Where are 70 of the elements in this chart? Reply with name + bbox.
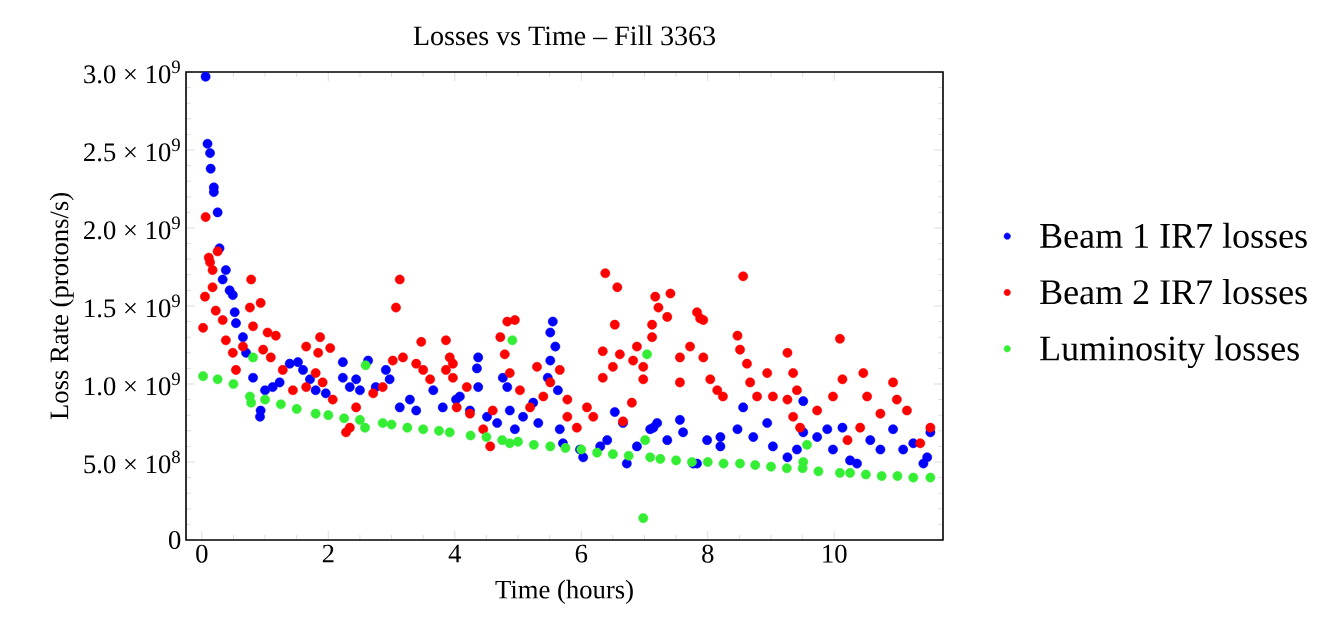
point bbox=[735, 458, 745, 469]
point bbox=[892, 471, 903, 481]
point bbox=[310, 408, 321, 419]
point bbox=[481, 432, 492, 442]
y-tick-label: 2.5 × 10$^{9}$ bbox=[84, 138, 180, 162]
point bbox=[671, 455, 681, 466]
point bbox=[645, 452, 656, 463]
point bbox=[702, 457, 713, 467]
x-tick-label: 8 bbox=[702, 544, 714, 563]
y-tick-label: 3.0 × 10$^{9}$ bbox=[84, 60, 180, 84]
x-tick-label: 0 bbox=[196, 544, 208, 563]
point bbox=[248, 352, 258, 363]
point bbox=[798, 457, 809, 467]
point bbox=[513, 436, 523, 447]
point bbox=[339, 413, 349, 424]
x-tick-label: 6 bbox=[575, 544, 588, 563]
y-tick-label: 2.0 × 10$^{9}$ bbox=[84, 216, 180, 240]
legend-label: Beam 1 IR7 losses bbox=[1040, 222, 1307, 249]
point bbox=[781, 463, 792, 474]
point bbox=[845, 468, 855, 478]
point bbox=[638, 513, 649, 524]
point bbox=[860, 469, 871, 480]
point bbox=[228, 379, 239, 389]
point bbox=[212, 374, 223, 385]
point bbox=[545, 441, 556, 452]
point bbox=[718, 458, 729, 469]
point bbox=[260, 394, 270, 405]
x-axis-title: Time (hours) bbox=[495, 579, 633, 605]
y-tick-label: 1.0 × 10$^{9}$ bbox=[85, 372, 180, 396]
y-tick-label: 5.0 × 10$^{8}$ bbox=[84, 450, 180, 474]
point bbox=[497, 435, 508, 446]
point bbox=[386, 419, 397, 430]
point bbox=[925, 472, 936, 483]
point bbox=[434, 425, 444, 436]
legend-label: Beam 2 IR7 losses bbox=[1040, 278, 1307, 305]
point bbox=[323, 410, 334, 421]
point bbox=[876, 471, 887, 481]
legend-label: Luminosity losses bbox=[1040, 335, 1299, 369]
point bbox=[418, 424, 429, 435]
point bbox=[528, 439, 539, 450]
point bbox=[246, 397, 257, 408]
point bbox=[813, 466, 824, 477]
point bbox=[377, 418, 388, 428]
point bbox=[402, 422, 413, 433]
point bbox=[507, 335, 518, 346]
point bbox=[444, 427, 455, 438]
x-tick-label: 10 bbox=[823, 544, 847, 563]
y-tick-label: 0 bbox=[168, 531, 181, 549]
y-tick-label: 1.5 × 10$^{9}$ bbox=[85, 294, 180, 318]
point bbox=[608, 449, 618, 460]
point bbox=[640, 435, 651, 446]
x-tick-label: 2 bbox=[322, 544, 334, 563]
point bbox=[750, 460, 761, 470]
point bbox=[291, 404, 302, 414]
point bbox=[504, 438, 515, 449]
point bbox=[276, 399, 286, 410]
point bbox=[360, 422, 370, 433]
point bbox=[908, 472, 919, 483]
x-tick-label: 4 bbox=[448, 544, 462, 563]
point bbox=[198, 371, 208, 382]
point bbox=[465, 430, 476, 441]
point bbox=[655, 454, 666, 464]
point bbox=[835, 468, 845, 478]
point bbox=[642, 349, 652, 360]
point bbox=[802, 439, 812, 450]
y-axis-title: Loss Rate (protons/s) bbox=[49, 193, 74, 420]
point bbox=[623, 450, 634, 461]
point bbox=[766, 461, 776, 472]
point bbox=[355, 415, 365, 425]
chart-title: Losses vs Time – Fill 3363 bbox=[413, 25, 715, 46]
